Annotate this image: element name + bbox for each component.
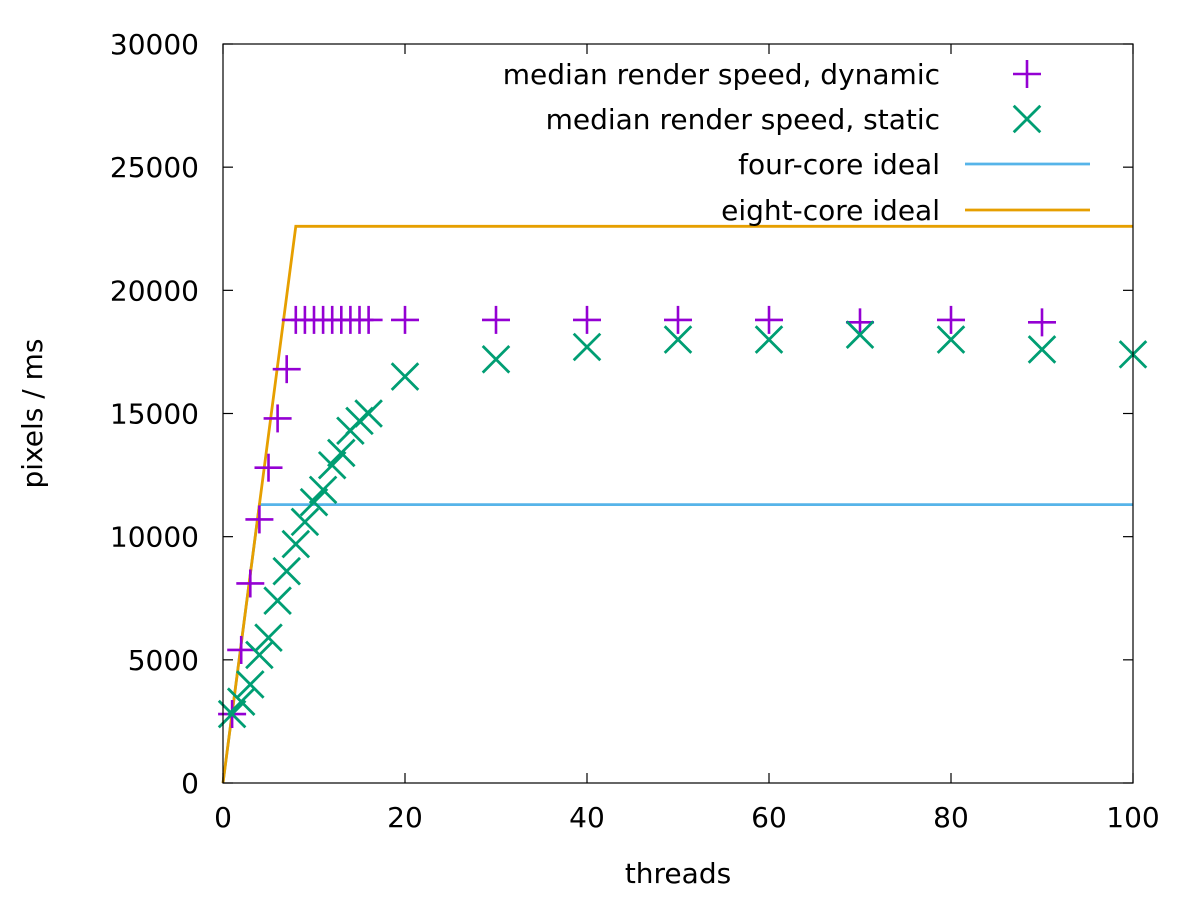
- data-point: [245, 505, 274, 534]
- marker-stroke: [1012, 104, 1042, 134]
- data-point: [254, 623, 283, 652]
- data-point: [572, 332, 602, 362]
- legend-label: median render speed, dynamic: [503, 58, 940, 91]
- marker-stroke: [317, 450, 347, 480]
- legend-swatch: [1013, 60, 1041, 88]
- data-point: [573, 305, 601, 334]
- x-axis-title: threads: [625, 857, 731, 890]
- marker-stroke: [263, 586, 292, 616]
- data-point: [354, 305, 383, 334]
- data-point: [663, 325, 693, 354]
- data-point: [272, 556, 301, 586]
- series-line: [221, 224, 1133, 784]
- x-tick-label: 0: [214, 801, 232, 834]
- marker-stroke: [236, 670, 265, 699]
- y-tick-label: 30000: [110, 28, 199, 61]
- x-tick-label: 80: [933, 801, 969, 834]
- marker-stroke: [299, 487, 329, 517]
- data-point: [482, 305, 510, 334]
- data-point: [317, 450, 347, 480]
- marker-stroke: [308, 475, 338, 505]
- legend-swatch: [1012, 104, 1042, 134]
- marker-stroke: [481, 345, 511, 374]
- data-point: [245, 640, 274, 670]
- x-tick-label: 100: [1106, 801, 1159, 834]
- data-point: [272, 355, 301, 384]
- data-point: [263, 404, 292, 433]
- legend: median render speed, dynamic median rende…: [503, 58, 1090, 227]
- data-point: [755, 305, 783, 334]
- data-point: [254, 453, 283, 482]
- data-point: [226, 687, 256, 716]
- data-point: [290, 507, 320, 537]
- data-point: [845, 320, 875, 349]
- data-point: [236, 670, 265, 699]
- data-point: [227, 635, 256, 664]
- legend-label: four-core ideal: [738, 148, 940, 181]
- legend-entry: median render speed, dynamic: [503, 58, 1041, 91]
- data-point: [1028, 308, 1056, 337]
- marker-stroke: [290, 507, 320, 537]
- marker-stroke: [254, 623, 283, 652]
- data-point: [481, 345, 511, 374]
- y-tick-label: 0: [181, 767, 199, 800]
- data-point: [664, 305, 692, 334]
- marker-stroke: [663, 325, 693, 354]
- x-tick-label: 40: [569, 801, 605, 834]
- data-point: [390, 362, 420, 391]
- y-tick-label: 15000: [110, 398, 199, 431]
- marker-stroke: [245, 640, 274, 670]
- plot-area: [217, 224, 1148, 784]
- y-tick-label: 20000: [110, 274, 199, 307]
- data-point: [391, 305, 419, 334]
- data-point: [936, 325, 966, 354]
- marker-stroke: [354, 399, 383, 428]
- y-tick-label: 5000: [128, 644, 199, 677]
- x-tick-label: 20: [387, 801, 423, 834]
- data-point: [299, 487, 329, 517]
- marker-stroke: [226, 687, 256, 716]
- data-point: [308, 475, 338, 505]
- data-point: [236, 569, 265, 598]
- legend-label: median render speed, static: [546, 103, 940, 136]
- marker-stroke: [936, 325, 966, 354]
- y-axis-title: pixels / ms: [16, 339, 49, 489]
- data-point: [754, 325, 784, 354]
- marker-stroke: [327, 438, 356, 468]
- data-point: [327, 438, 356, 468]
- data-point: [937, 305, 965, 334]
- legend-entry: four-core ideal: [738, 148, 1090, 181]
- marker-stroke: [845, 320, 875, 349]
- y-tick-label: 25000: [110, 151, 199, 184]
- legend-label: eight-core ideal: [721, 194, 940, 227]
- marker-stroke: [390, 362, 420, 391]
- legend-entry: eight-core ideal: [721, 194, 1090, 227]
- marker-stroke: [272, 556, 301, 586]
- data-point: [846, 308, 874, 337]
- data-point: [281, 529, 311, 559]
- data-point: [354, 399, 383, 428]
- marker-stroke: [754, 325, 784, 354]
- marker-stroke: [281, 529, 311, 559]
- data-point: [263, 586, 292, 616]
- x-tick-label: 60: [751, 801, 787, 834]
- axis-ticks: 0 20 40 60 80 100 0 5000 10000 15000 20000 25000 300…: [110, 28, 1160, 834]
- marker-stroke: [1027, 335, 1057, 364]
- marker-stroke: [572, 332, 602, 362]
- legend-entry: median render speed, static: [546, 103, 1042, 136]
- y-tick-label: 10000: [110, 521, 199, 554]
- data-point: [1027, 335, 1057, 364]
